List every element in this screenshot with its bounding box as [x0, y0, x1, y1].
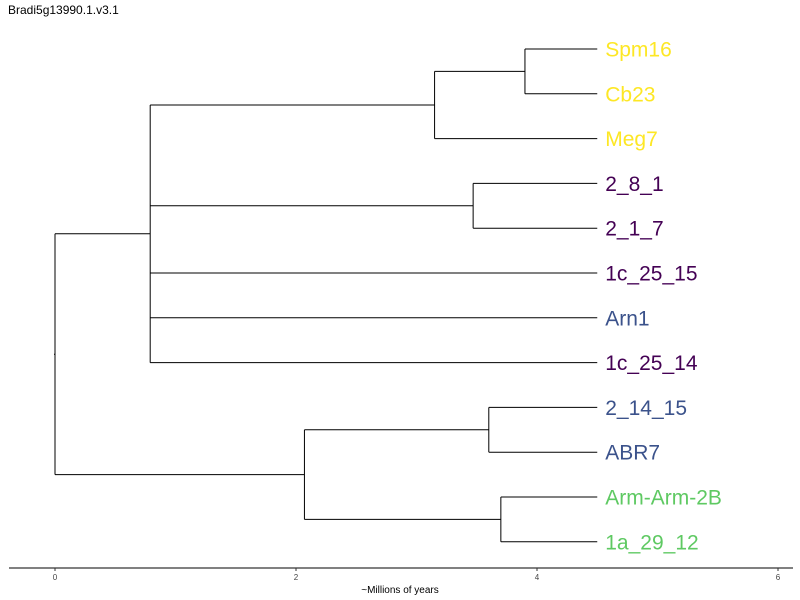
tree-title: Bradi5g13990.1.v3.1	[8, 3, 119, 17]
tip-label: Spm16	[605, 39, 672, 62]
tip-label: 1c_25_15	[605, 263, 697, 286]
tip-label: 2_14_15	[605, 397, 687, 420]
axis-tick-label: 4	[535, 573, 540, 582]
tip-label: Meg7	[605, 128, 658, 151]
tip-label: Arn1	[605, 307, 649, 330]
tip-label: 2_1_7	[605, 218, 663, 241]
axis-title: ~Millions of years	[361, 585, 439, 596]
tip-label: 2_8_1	[605, 173, 663, 196]
axis-tick-label: 6	[776, 573, 781, 582]
tree-branches	[54, 48, 598, 543]
tip-label: 1a_29_12	[605, 531, 698, 554]
axis-tick-label: 2	[294, 573, 299, 582]
time-axis: 0 2 4 6	[9, 567, 793, 582]
tip-labels: Spm16 Cb23 Meg7 2_8_1 2_1_7 1c_25_15 Arn1 1c_25…	[605, 39, 722, 555]
tip-label: ABR7	[605, 442, 660, 465]
tip-label: Cb23	[605, 83, 655, 106]
axis-tick-label: 0	[53, 573, 58, 582]
tip-label: 1c_25_14	[605, 352, 698, 375]
tip-label: Arm-Arm-2B	[605, 487, 722, 510]
